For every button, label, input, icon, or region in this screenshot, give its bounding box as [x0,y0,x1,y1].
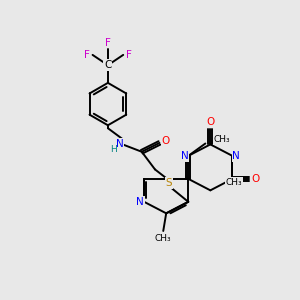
Text: CH₃: CH₃ [214,136,230,145]
Text: F: F [126,50,131,60]
Text: N: N [232,151,240,161]
Text: CH₃: CH₃ [155,234,172,243]
Text: F: F [105,38,111,47]
Text: C: C [104,60,112,70]
Text: N: N [181,151,188,161]
Text: CH₃: CH₃ [226,178,242,187]
Text: N: N [136,197,144,207]
Text: F: F [84,50,90,60]
Text: O: O [251,174,259,184]
Text: O: O [162,136,170,146]
Text: H: H [110,145,117,154]
Text: N: N [116,139,124,148]
Text: S: S [166,178,172,188]
Text: O: O [206,117,214,127]
